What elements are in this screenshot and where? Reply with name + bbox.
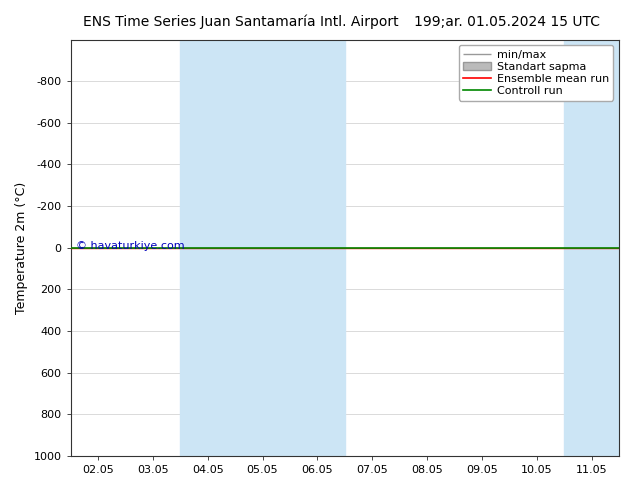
Text: © havaturkiye.com: © havaturkiye.com [76,241,184,251]
Bar [564,40,634,456]
Y-axis label: Temperature 2m (°C): Temperature 2m (°C) [15,182,28,314]
Legend: min/max, Standart sapma, Ensemble mean run, Controll run: min/max, Standart sapma, Ensemble mean r… [459,45,614,100]
Text: 199;ar. 01.05.2024 15 UTC: 199;ar. 01.05.2024 15 UTC [414,15,600,29]
Bar [180,40,345,456]
Text: ENS Time Series Juan Santamaría Intl. Airport: ENS Time Series Juan Santamaría Intl. Ai… [83,15,399,29]
